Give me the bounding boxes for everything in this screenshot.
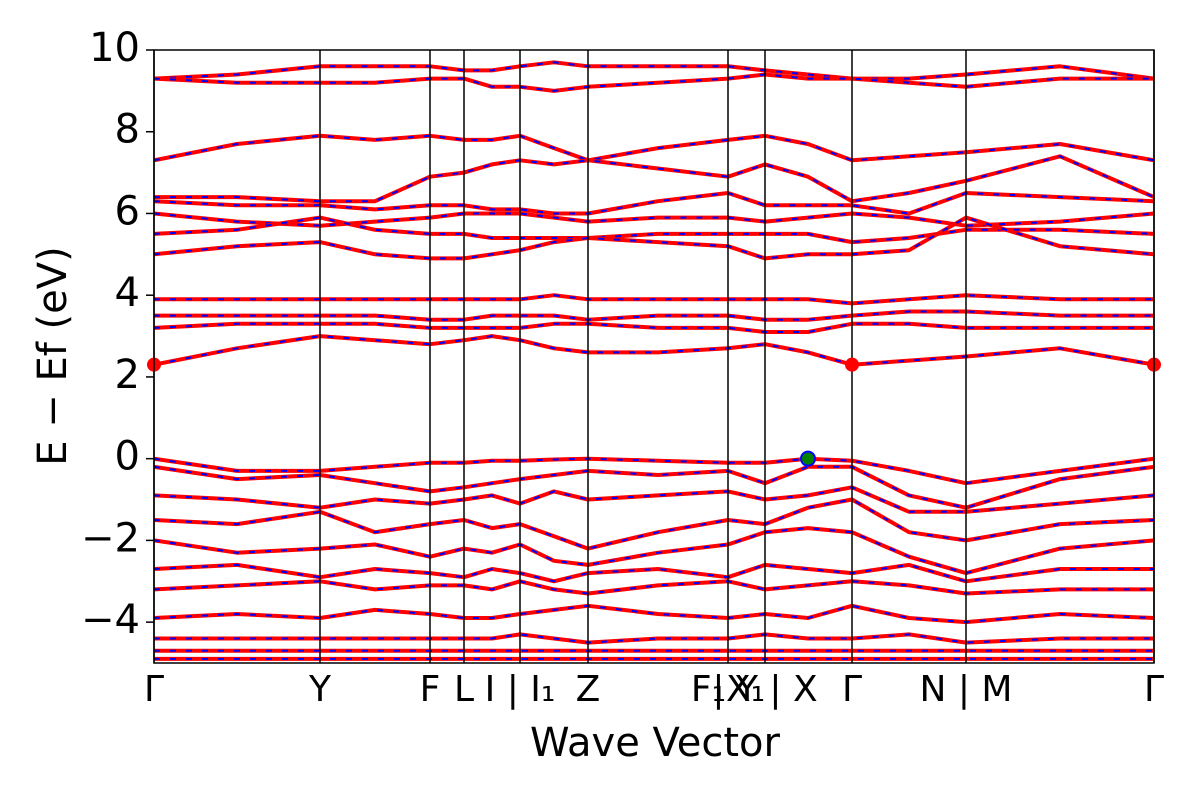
band-line: [154, 464, 1154, 510]
band-line-dash: [154, 486, 1154, 513]
band-line: [154, 191, 1154, 216]
y-tick-label: 6: [115, 188, 140, 234]
x-tick-label: F: [420, 669, 441, 710]
y-tick-label: −4: [81, 597, 140, 643]
x-tick-label: Γ: [842, 669, 862, 710]
band-line-dash: [154, 310, 1154, 321]
band-line: [154, 334, 1154, 367]
y-tick-label: 4: [115, 270, 140, 316]
band-line-dash: [154, 294, 1154, 305]
vbm-marker: [800, 450, 816, 467]
band-line: [154, 133, 1154, 163]
x-tick-label: N | M: [919, 669, 1012, 710]
y-tick-label: 10: [89, 25, 140, 71]
band-line-dash: [154, 498, 1154, 550]
band-line: [154, 603, 1154, 625]
band-line: [154, 579, 1154, 596]
y-tick-label: 8: [115, 107, 140, 153]
plot-frame: [153, 49, 1155, 664]
y-tick-label: 0: [115, 434, 140, 480]
band-line-dash: [154, 633, 1154, 644]
x-tick-label: L: [454, 669, 474, 710]
band-line: [154, 562, 1154, 584]
x-tick-label: I | I₁: [485, 669, 556, 710]
x-tick-label: Γ: [1144, 669, 1164, 710]
y-tick-label: 2: [115, 352, 140, 398]
x-tick-label: Y: [308, 669, 332, 710]
y-tick-label: −2: [81, 515, 140, 561]
cbm-marker: [845, 357, 859, 372]
x-tick-label: F₁X₁: [691, 669, 765, 710]
x-tick-label: Γ: [144, 669, 164, 710]
x-axis-label: Wave Vector: [530, 720, 781, 766]
band-line-dash: [154, 527, 1154, 575]
x-tick-label: Z: [576, 669, 601, 710]
x-tick-label: | Y | X: [712, 669, 817, 710]
band-line: [154, 456, 1154, 486]
y-axis-label: E − Ef (eV): [30, 246, 76, 465]
band-area: [154, 60, 1154, 661]
band-line: [154, 485, 1154, 514]
